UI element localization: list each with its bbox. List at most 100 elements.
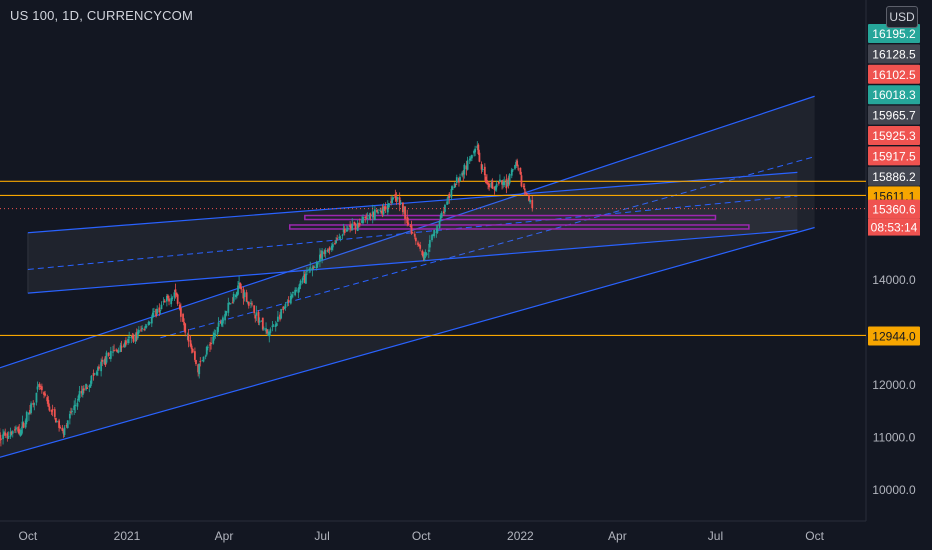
candle-body xyxy=(65,425,68,427)
candle-body xyxy=(6,433,9,439)
candle-body xyxy=(219,321,222,324)
candle-body xyxy=(308,269,311,271)
candles xyxy=(0,141,534,447)
candle-body xyxy=(158,307,161,313)
candle-body xyxy=(295,290,298,292)
candle-body xyxy=(366,218,369,220)
candle-body xyxy=(205,346,208,355)
candle-body xyxy=(305,273,307,284)
candle-body xyxy=(372,212,375,217)
candle-body xyxy=(63,427,66,436)
candle-body xyxy=(260,320,263,322)
candle-body xyxy=(86,387,89,389)
candle-body xyxy=(510,169,513,176)
candle-body xyxy=(29,410,31,414)
candle-body xyxy=(435,231,438,233)
candle-body xyxy=(428,240,431,248)
candle-body xyxy=(336,238,339,240)
candle-body xyxy=(407,222,410,225)
candle-body xyxy=(311,268,314,271)
candle-body xyxy=(202,356,205,362)
candle-body xyxy=(507,177,510,185)
x-tick-label: Oct xyxy=(805,529,824,543)
candle-body xyxy=(242,289,245,299)
candle-body xyxy=(220,321,223,326)
candle-body xyxy=(77,395,80,401)
candle-body xyxy=(497,181,500,184)
candle-body xyxy=(14,429,16,431)
candle-body xyxy=(483,166,486,176)
candle-body xyxy=(313,267,316,269)
x-tick-label: Oct xyxy=(412,529,431,543)
price-label: 15886.2 xyxy=(868,166,920,186)
candle-body xyxy=(354,223,357,230)
candle-body xyxy=(22,423,25,428)
candle-body xyxy=(66,420,69,428)
candle-body xyxy=(253,305,256,314)
candle-body xyxy=(123,342,126,348)
candle-body xyxy=(287,300,290,302)
candle-body xyxy=(204,355,207,357)
candle-body xyxy=(463,164,466,175)
candle-body xyxy=(51,409,54,411)
candle-body xyxy=(168,298,170,302)
currency-button[interactable]: USD xyxy=(886,6,918,28)
candle-body xyxy=(100,361,103,372)
candle-body xyxy=(341,234,344,236)
candle-body xyxy=(243,292,246,298)
svg-text:08:53:14: 08:53:14 xyxy=(871,221,918,235)
channel-mid-line xyxy=(160,156,815,339)
candle-body xyxy=(134,334,137,342)
candle-body xyxy=(446,201,448,205)
candle-body xyxy=(334,243,336,245)
candle-body xyxy=(19,432,22,436)
candle-body xyxy=(107,352,110,356)
candle-body xyxy=(382,206,385,215)
candle-body xyxy=(349,224,351,228)
candle-body xyxy=(147,322,150,326)
candle-body xyxy=(2,434,4,440)
candle-body xyxy=(197,364,200,373)
svg-text:16128.5: 16128.5 xyxy=(872,47,916,61)
candle-body xyxy=(144,326,147,328)
candle-body xyxy=(95,371,98,375)
candle-body xyxy=(239,283,242,289)
candle-body xyxy=(350,226,353,229)
candle-body xyxy=(297,288,300,293)
x-tick-label: Jul xyxy=(314,529,329,543)
candle-body xyxy=(476,145,479,149)
candle-body xyxy=(229,303,232,305)
candle-body xyxy=(423,253,426,260)
candle-body xyxy=(409,225,412,227)
candle-body xyxy=(160,304,163,310)
candle-body xyxy=(272,325,275,327)
candle-body xyxy=(11,431,14,434)
candle-body xyxy=(165,295,168,302)
candle-body xyxy=(480,163,483,170)
candle-body xyxy=(170,298,173,305)
candle-body xyxy=(119,345,122,352)
candle-body xyxy=(130,337,133,339)
candle-body xyxy=(282,306,285,311)
candle-body xyxy=(279,314,281,320)
x-tick-label: Apr xyxy=(608,529,627,543)
candle-body xyxy=(97,367,99,371)
candle-body xyxy=(274,324,277,327)
candle-body xyxy=(487,182,489,185)
candle-body xyxy=(131,335,134,338)
candle-body xyxy=(28,412,30,415)
candle-body xyxy=(356,223,359,232)
candle-body xyxy=(257,311,260,323)
candle-body xyxy=(342,228,345,233)
candle-body xyxy=(404,206,406,219)
candle-body xyxy=(145,325,148,328)
candle-body xyxy=(137,330,140,333)
candle-body xyxy=(222,317,224,324)
candle-body xyxy=(502,182,505,185)
candle-body xyxy=(330,245,333,250)
candle-body xyxy=(433,229,436,237)
candle-body xyxy=(490,182,493,188)
candle-body xyxy=(269,329,272,333)
candle-body xyxy=(214,333,217,336)
